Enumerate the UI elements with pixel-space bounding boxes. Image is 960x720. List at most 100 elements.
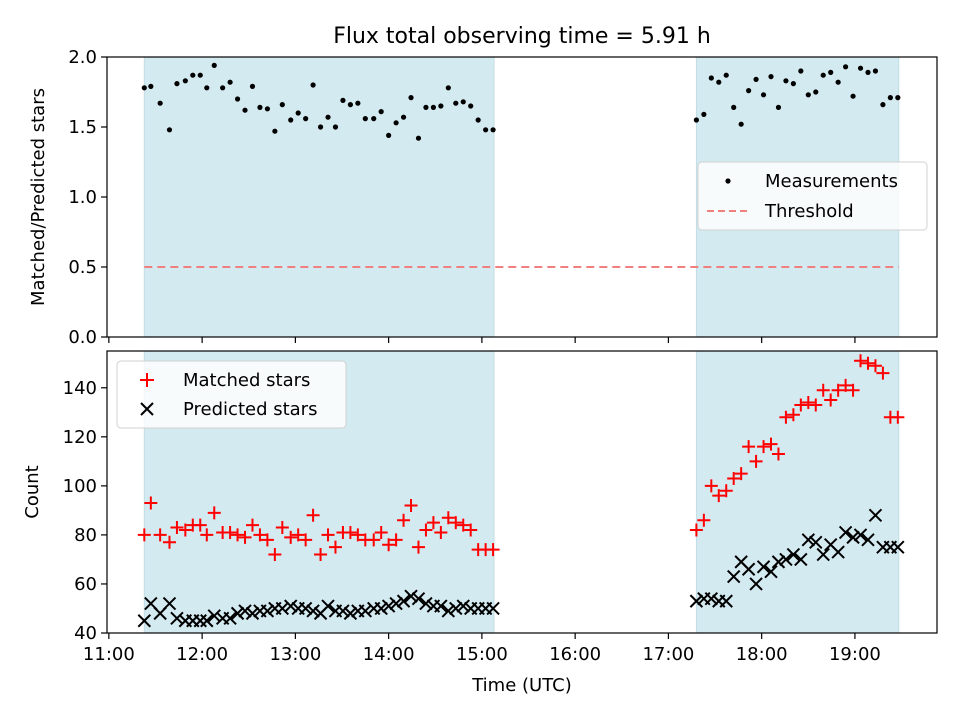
x-tick-label: 13:00 (269, 644, 321, 665)
legend-predicted-marker (140, 402, 154, 416)
matched-star-point (193, 518, 207, 532)
measurement-point (400, 114, 407, 120)
legend-matched-label: Matched stars (183, 370, 310, 391)
matched-star-point (144, 496, 158, 510)
matched-star-point (397, 513, 411, 527)
matched-star-point (712, 489, 726, 503)
predicted-star-point (260, 604, 275, 618)
predicted-star-point (868, 508, 883, 523)
predicted-star-point (137, 614, 152, 628)
measurement-point (453, 100, 459, 106)
matched-star-point (153, 528, 167, 542)
measurement-point (234, 96, 241, 102)
matched-star-point (764, 437, 778, 451)
measurement-point (438, 103, 444, 109)
measurement-point (813, 89, 819, 95)
measurement-point (378, 109, 384, 115)
measurement-point (738, 121, 744, 127)
matched-star-point (253, 528, 267, 542)
measurement-point (701, 111, 707, 117)
measurement-point (204, 85, 210, 91)
x-tick-label: 19:00 (829, 644, 881, 665)
matched-star-point (137, 528, 151, 542)
measurement-point (197, 72, 203, 78)
matched-star-point (389, 533, 403, 547)
measurement-point (430, 104, 437, 110)
measurement-point (708, 75, 714, 81)
measurement-point (325, 114, 331, 120)
measurement-point (220, 85, 226, 91)
matched-star-point (238, 530, 252, 544)
x-axis-label: Time (UTC) (471, 675, 572, 696)
x-tick-label: 12:00 (176, 644, 228, 665)
measurement-point (141, 85, 147, 91)
measurement-point (190, 72, 196, 78)
measurement-point (828, 69, 834, 75)
top-y-tick-label: 0.0 (68, 327, 97, 348)
matched-star-point (689, 523, 703, 537)
predicted-star-point (853, 528, 868, 542)
predicted-star-point (456, 599, 470, 613)
bottom-observing-window-1 (695, 350, 900, 634)
matched-star-point (861, 356, 875, 370)
measurement-point (264, 106, 271, 112)
predicted-star-point (861, 533, 875, 547)
predicted-star-point (389, 596, 403, 611)
matched-star-point (456, 518, 470, 532)
bottom-y-tick-label: 100 (63, 476, 97, 497)
measurement-point (468, 103, 474, 109)
matched-star-point (411, 540, 425, 554)
matched-star-point (314, 548, 328, 562)
matched-star-point (178, 523, 192, 537)
matched-star-point (801, 395, 815, 409)
predicted-star-point (809, 535, 823, 549)
bottom-y-tick-label: 40 (74, 623, 97, 644)
matched-star-point (742, 440, 756, 454)
matched-star-point (374, 525, 388, 539)
measurement-point (872, 68, 879, 74)
measurement-point (249, 83, 256, 89)
top-y-tick-label: 1.5 (68, 117, 97, 138)
predicted-star-point (374, 601, 388, 616)
bottom-y-tick-label: 60 (74, 574, 97, 595)
matched-star-point (786, 408, 800, 422)
predicted-star-point (162, 596, 177, 611)
measurement-point (475, 117, 481, 123)
matched-star-point (367, 533, 381, 547)
predicted-star-point (779, 552, 793, 567)
legend-matched-marker (140, 373, 154, 387)
measurement-point (174, 81, 180, 87)
predicted-star-point (298, 601, 313, 616)
measurement-point (843, 64, 849, 70)
predicted-star-point (486, 601, 500, 616)
matched-star-point (771, 447, 785, 461)
matched-star-point (449, 516, 463, 530)
measurement-point (355, 100, 361, 106)
bottom-y-axis-label: Count (22, 465, 43, 518)
predicted-star-point (726, 569, 741, 584)
matched-star-point (321, 528, 335, 542)
predicted-star-point (749, 577, 763, 591)
predicted-star-point (846, 530, 860, 545)
matched-star-point (268, 548, 282, 562)
measurement-point (303, 116, 309, 122)
predicted-star-point (719, 594, 733, 608)
x-tick-label: 16:00 (549, 644, 601, 665)
measurement-point (820, 72, 826, 78)
measurement-point (415, 135, 422, 141)
predicted-star-point (223, 611, 237, 625)
matched-star-point (846, 383, 860, 397)
measurement-point (279, 102, 285, 108)
measurement-point (887, 95, 893, 101)
matched-star-point (306, 508, 320, 522)
predicted-star-point (689, 594, 704, 608)
measurement-point (227, 79, 233, 85)
matched-star-point (876, 366, 890, 380)
matched-star-point (382, 538, 396, 552)
matched-star-point (464, 523, 478, 537)
measurement-point (693, 117, 699, 123)
matched-star-point (757, 440, 771, 454)
matched-star-point (868, 359, 882, 373)
measurement-point (490, 127, 496, 133)
matched-star-point (854, 354, 868, 368)
